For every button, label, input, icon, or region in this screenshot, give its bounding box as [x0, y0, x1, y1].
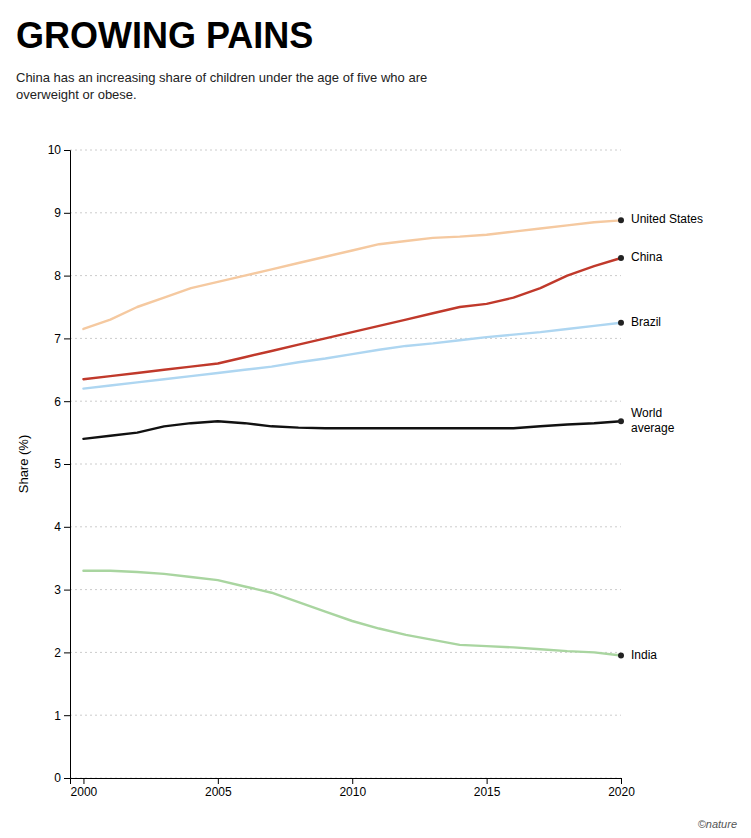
x-tick-label: 2015	[474, 785, 501, 799]
y-axis-title: Share (%)	[16, 435, 31, 494]
series-label-line: average	[631, 421, 675, 435]
y-tick: 3	[54, 583, 70, 597]
x-tick-label: 2010	[339, 785, 366, 799]
x-tick: 2005	[205, 778, 232, 799]
plot: 2000 2005 2010 2015 2020 0 1 2 3 4 5 6 7 8 9 10 Share (%…	[16, 143, 703, 798]
x-tick: 2020	[608, 778, 635, 799]
x-tick-mark	[218, 778, 219, 784]
y-tick: 2	[54, 646, 70, 660]
y-tick: 5	[54, 457, 70, 471]
grid-line	[70, 275, 621, 276]
x-axis-line	[71, 779, 622, 785]
x-tick-mark	[352, 778, 353, 784]
x-tick-label: 2005	[205, 785, 232, 799]
series-label-line: Brazil	[631, 315, 661, 329]
y-tick-label: 1	[54, 709, 61, 723]
series-group	[83, 217, 624, 658]
annotation: ©nature	[698, 818, 737, 830]
y-tick-label: 2	[54, 646, 61, 660]
y-tick: 6	[54, 395, 70, 409]
y-tick: 1	[54, 709, 70, 723]
y-tick-mark	[64, 213, 70, 214]
y-axis-line	[64, 151, 71, 779]
x-tick-mark	[487, 778, 488, 784]
x-tick-label: 2000	[71, 785, 98, 799]
series-line	[83, 220, 621, 329]
x-tick-label: 2020	[608, 785, 635, 799]
grid-line	[70, 212, 621, 213]
title: GROWING PAINS	[16, 15, 313, 56]
series-line	[83, 421, 621, 439]
y-tick: 10	[48, 143, 70, 157]
series-label-line: China	[631, 250, 663, 264]
grid-line	[70, 150, 621, 151]
grid-line	[70, 715, 621, 716]
y-tick-label: 8	[54, 269, 61, 283]
series-label: Worldaverage	[631, 406, 675, 435]
y-tick-label: 9	[54, 206, 61, 220]
y-tick-label: 10	[48, 143, 62, 157]
y-tick-mark	[64, 652, 70, 653]
series-line	[83, 571, 621, 656]
end-point	[618, 418, 624, 424]
subtitle: China has an increasing share of childre…	[16, 70, 427, 102]
series-line	[83, 323, 621, 389]
grid-line	[70, 526, 621, 527]
chart: GROWING PAINS China has an increasing sha…	[0, 0, 751, 838]
y-tick-mark	[64, 338, 70, 339]
series-label: United States	[631, 213, 703, 227]
y-tick-label: 4	[54, 520, 61, 534]
y-tick-mark	[64, 276, 70, 277]
subtitle-line: overweight or obese.	[16, 87, 137, 102]
y-tick-label: 0	[54, 771, 61, 785]
series-label: India	[631, 648, 657, 662]
y-tick-mark	[64, 464, 70, 465]
series-label: Brazil	[631, 315, 661, 329]
y-tick-label: 6	[54, 395, 61, 409]
series-line	[83, 258, 621, 379]
y-tick: 0	[54, 771, 70, 785]
end-point	[618, 653, 624, 659]
y-axis: 0 1 2 3 4 5 6 7 8 9 10	[48, 143, 71, 785]
series-label-line: India	[631, 648, 657, 662]
y-tick: 8	[54, 269, 70, 283]
grid-line	[70, 464, 621, 465]
x-tick: 2010	[339, 778, 366, 799]
y-tick-label: 7	[54, 332, 61, 346]
subtitle-line: China has an increasing share of childre…	[16, 70, 427, 85]
grid-line	[70, 589, 621, 590]
y-tick-label: 5	[54, 457, 61, 471]
series-label: China	[631, 250, 663, 264]
grid-line	[70, 338, 621, 339]
series-label-line: World	[631, 406, 662, 420]
y-tick-mark	[64, 150, 70, 151]
grid-line	[70, 652, 621, 653]
x-tick: 2015	[474, 778, 501, 799]
grid-line	[70, 401, 621, 402]
end-point	[618, 255, 624, 261]
series-labels: United States China Brazil Worldaverage Indi…	[631, 213, 703, 662]
end-point	[618, 217, 624, 223]
y-tick-mark	[64, 527, 70, 528]
y-tick-mark	[64, 778, 70, 779]
x-tick-mark	[621, 778, 622, 784]
series-label-line: United States	[631, 213, 703, 227]
grid	[70, 150, 621, 778]
y-tick: 7	[54, 332, 70, 346]
y-tick-mark	[64, 401, 70, 402]
y-tick: 4	[54, 520, 70, 534]
y-tick-mark	[64, 715, 70, 716]
x-axis: 2000 2005 2010 2015 2020	[71, 778, 636, 799]
x-tick-mark	[83, 778, 84, 784]
x-tick: 2000	[71, 778, 98, 799]
y-tick-mark	[64, 590, 70, 591]
y-tick: 9	[54, 206, 70, 220]
y-tick-label: 3	[54, 583, 61, 597]
end-point	[618, 320, 624, 326]
